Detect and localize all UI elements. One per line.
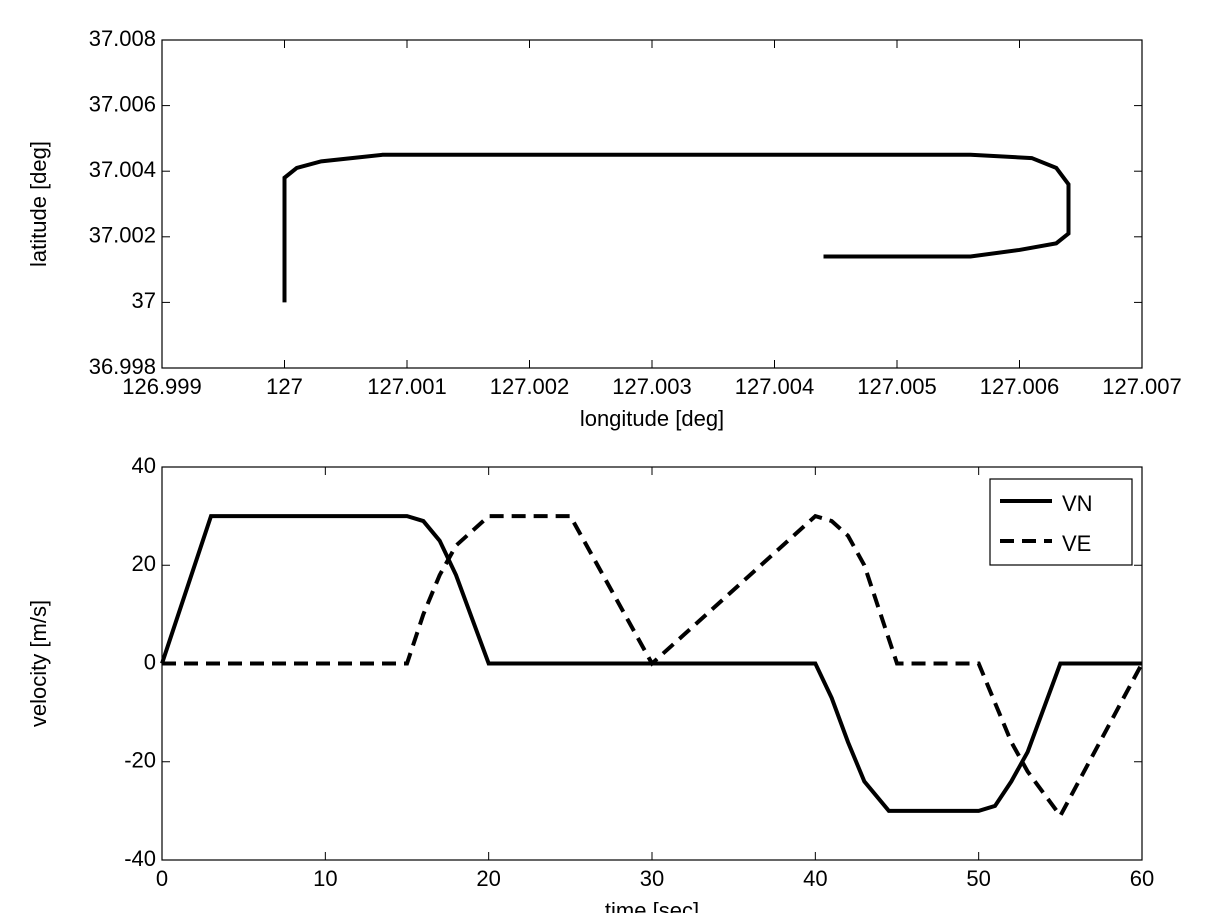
data-line (282, 152, 1071, 303)
y-tick-label: 20 (132, 551, 156, 576)
x-tick-label: 127.002 (490, 374, 570, 399)
y-tick-label: -20 (124, 748, 156, 773)
y-tick-label: 37.004 (89, 157, 156, 182)
x-tick-label: 127 (266, 374, 303, 399)
x-axis-label: longitude [deg] (580, 406, 724, 431)
x-tick-label: 0 (156, 866, 168, 891)
x-tick-label: 30 (640, 866, 664, 891)
data-line (160, 514, 1142, 813)
x-tick-label: 127.005 (857, 374, 937, 399)
x-tick-label: 127.001 (367, 374, 447, 399)
x-tick-label: 60 (1130, 866, 1154, 891)
x-tick-label: 40 (803, 866, 827, 891)
y-tick-label: 40 (132, 453, 156, 478)
plot-frame (161, 39, 1143, 369)
x-tick-label: 127.007 (1102, 374, 1182, 399)
legend-label: VE (1062, 531, 1091, 556)
x-tick-label: 10 (313, 866, 337, 891)
x-axis-label: time [sec] (605, 898, 699, 913)
x-tick-label: 50 (966, 866, 990, 891)
y-tick-label: 37.002 (89, 223, 156, 248)
y-tick-label: 37.008 (89, 26, 156, 51)
y-tick-label: 0 (144, 649, 156, 674)
y-tick-label: 37.006 (89, 91, 156, 116)
legend-box (989, 478, 1133, 566)
y-axis-label: velocity [m/s] (26, 600, 51, 727)
data-line (162, 513, 1144, 820)
legend-label: VN (1062, 491, 1093, 516)
x-tick-label: 20 (476, 866, 500, 891)
x-tick-label: 127.003 (612, 374, 692, 399)
x-tick-label: 126.999 (122, 374, 202, 399)
x-tick-label: 127.004 (735, 374, 815, 399)
y-axis-label: latitude [deg] (26, 141, 51, 267)
y-tick-label: -40 (124, 846, 156, 871)
y-tick-label: 37 (132, 288, 156, 313)
y-tick-label: 36.998 (89, 354, 156, 379)
x-tick-label: 127.006 (980, 374, 1060, 399)
